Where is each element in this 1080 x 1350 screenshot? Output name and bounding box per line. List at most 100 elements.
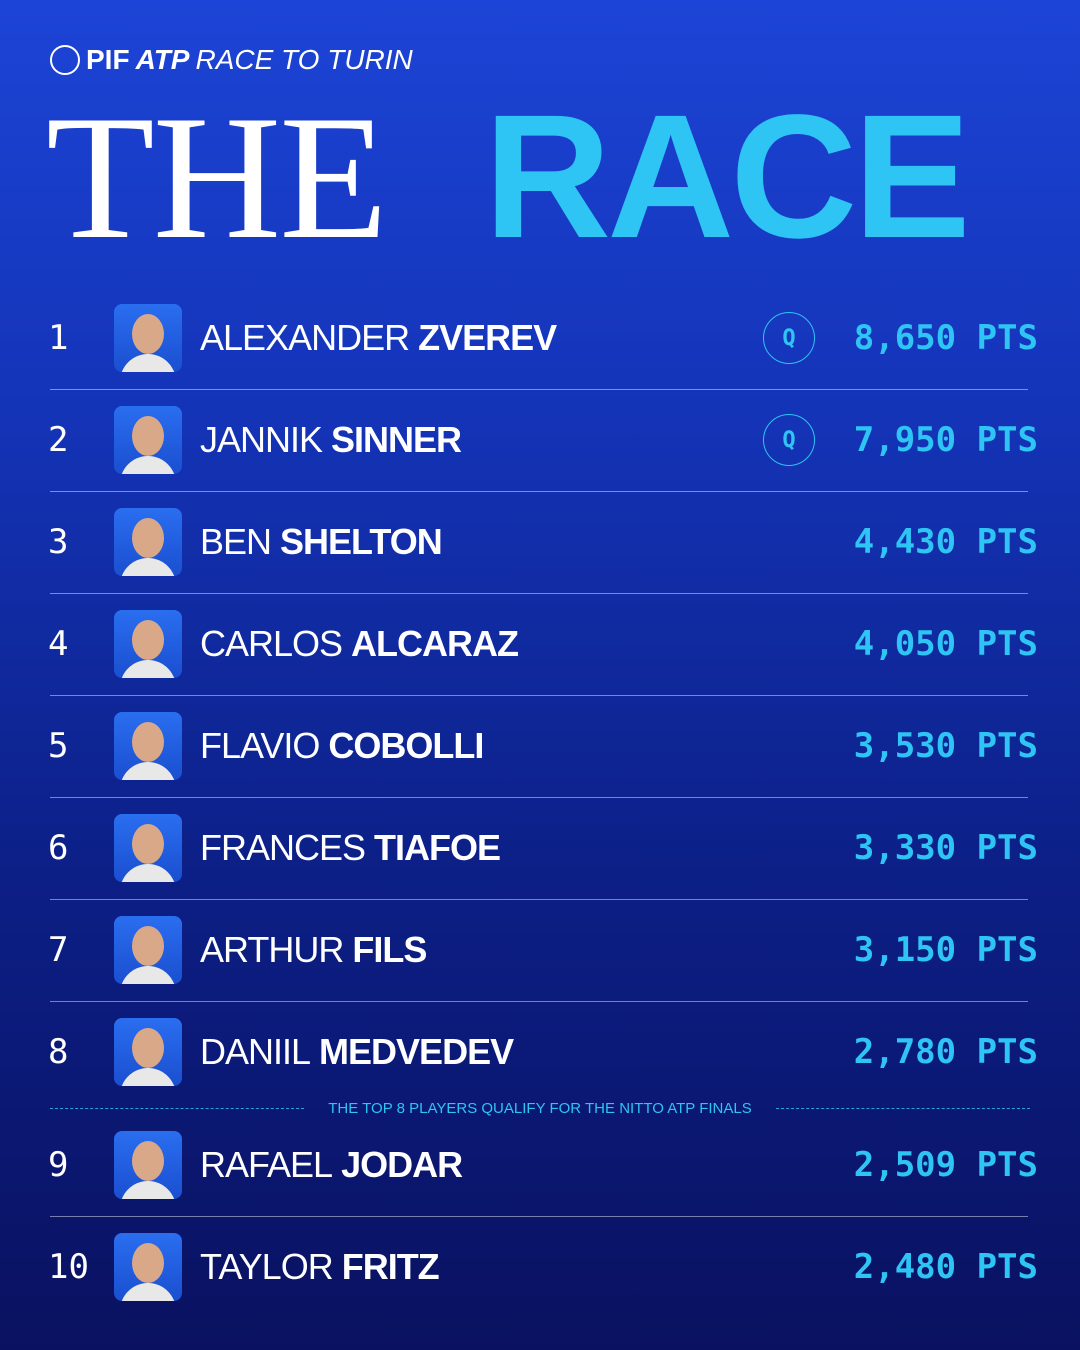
photo-head	[132, 314, 164, 354]
photo-body	[120, 966, 176, 984]
first-name: FRANCES	[200, 827, 366, 868]
photo-head	[132, 926, 164, 966]
player-name: ALEXANDER ZVEREV	[200, 287, 557, 389]
points: 8,650 PTS	[853, 318, 1038, 358]
photo-head	[132, 518, 164, 558]
points: 4,430 PTS	[853, 522, 1038, 562]
qualified-badge: Q	[763, 414, 815, 466]
points: 2,480 PTS	[853, 1247, 1038, 1287]
rank: 2	[48, 420, 69, 460]
logo-emblem	[50, 45, 80, 75]
player-name: DANIIL MEDVEDEV	[200, 1001, 514, 1103]
photo-body	[120, 660, 176, 678]
player-photo	[114, 916, 182, 984]
photo-body	[120, 1283, 176, 1301]
points: 2,780 PTS	[853, 1032, 1038, 1072]
logo-subtitle: RACE TO TURIN	[195, 44, 413, 75]
player-row: 6 FRANCES TIAFOE 3,330 PTS	[0, 797, 1080, 899]
points: 3,530 PTS	[853, 726, 1038, 766]
first-name: CARLOS	[200, 623, 343, 664]
rank: 1	[48, 318, 69, 358]
player-row: 3 BEN SHELTON 4,430 PTS	[0, 491, 1080, 593]
rank: 3	[48, 522, 69, 562]
logo: PIF ATP RACE TO TURIN	[50, 42, 413, 78]
first-name: DANIIL	[200, 1031, 311, 1072]
first-name: RAFAEL	[200, 1144, 333, 1185]
title-the: THE	[46, 78, 388, 276]
rank: 10	[48, 1247, 89, 1287]
player-name: RAFAEL JODAR	[200, 1114, 463, 1216]
row-separator	[50, 491, 1028, 492]
photo-body	[120, 1068, 176, 1086]
photo-body	[120, 1181, 176, 1199]
rank: 9	[48, 1145, 69, 1185]
player-photo	[114, 1018, 182, 1086]
photo-head	[132, 1141, 164, 1181]
rank: 5	[48, 726, 69, 766]
player-photo	[114, 1233, 182, 1301]
rank: 8	[48, 1032, 69, 1072]
first-name: JANNIK	[200, 419, 323, 460]
player-name: FRANCES TIAFOE	[200, 797, 501, 899]
rank: 4	[48, 624, 69, 664]
last-name: MEDVEDEV	[319, 1031, 514, 1072]
first-name: BEN	[200, 521, 272, 562]
row-separator	[50, 695, 1028, 696]
note-text: THE TOP 8 PLAYERS QUALIFY FOR THE NITTO …	[328, 1099, 752, 1117]
photo-body	[120, 354, 176, 372]
player-row: 2 JANNIK SINNER Q 7,950 PTS	[0, 389, 1080, 491]
player-row: 7 ARTHUR FILS 3,150 PTS	[0, 899, 1080, 1001]
photo-body	[120, 558, 176, 576]
player-photo	[114, 712, 182, 780]
player-photo	[114, 304, 182, 372]
points: 3,150 PTS	[853, 930, 1038, 970]
first-name: ALEXANDER	[200, 317, 410, 358]
player-name: CARLOS ALCARAZ	[200, 593, 519, 695]
last-name: TIAFOE	[374, 827, 501, 868]
player-photo	[114, 406, 182, 474]
first-name: TAYLOR	[200, 1246, 334, 1287]
last-name: JODAR	[341, 1144, 463, 1185]
player-photo	[114, 610, 182, 678]
player-name: TAYLOR FRITZ	[200, 1216, 440, 1318]
qualify-note: THE TOP 8 PLAYERS QUALIFY FOR THE NITTO …	[50, 1096, 1030, 1120]
row-separator	[50, 797, 1028, 798]
player-row: 10 TAYLOR FRITZ 2,480 PTS	[0, 1216, 1080, 1318]
last-name: ZVEREV	[418, 317, 557, 358]
points: 7,950 PTS	[853, 420, 1038, 460]
dashed-line	[50, 1107, 305, 1109]
photo-body	[120, 456, 176, 474]
first-name: FLAVIO	[200, 725, 320, 766]
row-separator	[50, 1216, 1028, 1217]
logo-pif: PIF	[86, 44, 130, 75]
row-separator	[50, 1001, 1028, 1002]
row-separator	[50, 899, 1028, 900]
player-row: 4 CARLOS ALCARAZ 4,050 PTS	[0, 593, 1080, 695]
player-name: JANNIK SINNER	[200, 389, 462, 491]
points: 2,509 PTS	[853, 1145, 1038, 1185]
rank: 7	[48, 930, 69, 970]
player-name: ARTHUR FILS	[200, 899, 427, 1001]
points: 3,330 PTS	[853, 828, 1038, 868]
player-row: 5 FLAVIO COBOLLI 3,530 PTS	[0, 695, 1080, 797]
last-name: ALCARAZ	[351, 623, 519, 664]
last-name: FILS	[352, 929, 427, 970]
title-race: RACE	[484, 79, 971, 275]
qualified-badge: Q	[763, 312, 815, 364]
last-name: SHELTON	[280, 521, 443, 562]
player-name: BEN SHELTON	[200, 491, 443, 593]
photo-head	[132, 1243, 164, 1283]
last-name: SINNER	[331, 419, 462, 460]
player-row: 1 ALEXANDER ZVEREV Q 8,650 PTS	[0, 287, 1080, 389]
photo-head	[132, 722, 164, 762]
dashed-line	[775, 1107, 1030, 1109]
photo-head	[132, 416, 164, 456]
player-row: 8 DANIIL MEDVEDEV 2,780 PTS	[0, 1001, 1080, 1103]
player-photo	[114, 1131, 182, 1199]
row-separator	[50, 389, 1028, 390]
photo-body	[120, 864, 176, 882]
photo-body	[120, 762, 176, 780]
last-name: FRITZ	[341, 1246, 440, 1287]
logo-atp: ATP	[135, 44, 190, 75]
